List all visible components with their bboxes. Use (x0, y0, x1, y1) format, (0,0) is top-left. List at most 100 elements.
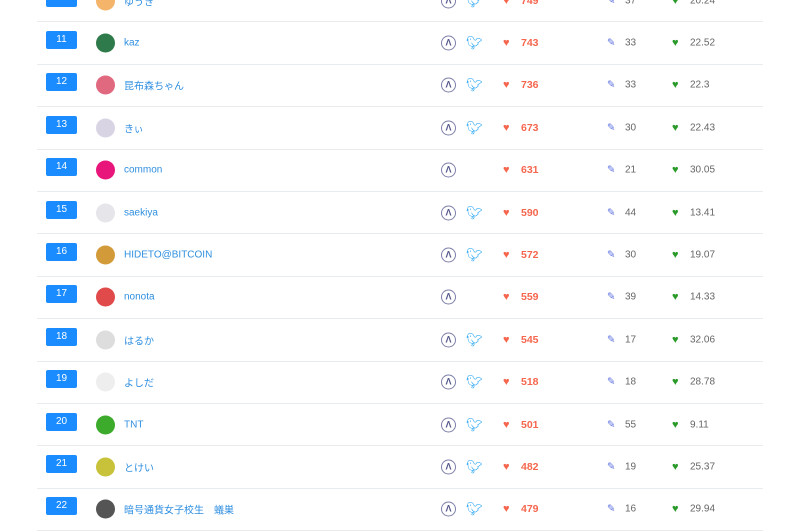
avatar[interactable] (96, 457, 115, 477)
user-name-link[interactable]: saekiya (124, 207, 158, 219)
twitter-icon[interactable]: 🐦︎ (466, 77, 483, 93)
heart-icon: ♥ (503, 206, 510, 219)
twitter-icon[interactable]: 🐦︎ (466, 374, 483, 390)
table-row: 20 TNT Λ 🐦︎ ♥ 501 ✎ 55 ♥ 9.11 (37, 404, 763, 447)
posts-count: 33 (625, 37, 637, 49)
table-row: 12 昆布森ちゃん Λ 🐦︎ ♥ 736 ✎ 33 ♥ 22.3 (37, 65, 763, 108)
twitter-icon[interactable]: 🐦︎ (466, 119, 483, 135)
user-name-link[interactable]: とけい (124, 463, 154, 475)
alis-logo-icon[interactable]: Λ (441, 501, 456, 517)
avatar[interactable] (96, 33, 115, 53)
pencil-icon: ✎ (607, 79, 616, 91)
pencil-icon: ✎ (607, 503, 616, 515)
green-heart-icon: ♥ (672, 164, 679, 177)
user-name-link[interactable]: TNT (124, 419, 144, 431)
alis-logo-icon[interactable]: Λ (441, 459, 456, 475)
avatar[interactable] (96, 245, 115, 265)
avatar[interactable] (96, 0, 115, 11)
heart-icon: ♥ (503, 0, 510, 7)
alis-logo-icon[interactable]: Λ (441, 162, 456, 178)
score-value: 13.41 (690, 207, 716, 219)
green-heart-icon: ♥ (672, 460, 679, 473)
twitter-icon[interactable]: 🐦︎ (466, 416, 483, 432)
alis-logo-icon[interactable]: Λ (441, 332, 456, 348)
user-name-link[interactable]: よしだ (124, 378, 154, 390)
rank-badge: 20 (46, 412, 77, 431)
alis-logo-icon[interactable]: Λ (441, 77, 456, 93)
heart-icon: ♥ (503, 37, 510, 50)
twitter-icon[interactable]: 🐦︎ (466, 0, 483, 8)
avatar[interactable] (96, 372, 115, 392)
avatar[interactable] (96, 203, 115, 223)
user-name-link[interactable]: HIDETO@BITCOIN (124, 249, 213, 261)
green-heart-icon: ♥ (672, 0, 679, 7)
likes-count: 482 (521, 460, 539, 473)
rank-badge: 18 (46, 327, 77, 346)
twitter-icon[interactable]: 🐦︎ (466, 247, 483, 263)
twitter-icon[interactable]: 🐦︎ (466, 458, 483, 474)
posts-count: 30 (625, 249, 637, 261)
rank-badge: 17 (46, 285, 77, 304)
heart-icon: ♥ (503, 376, 510, 389)
likes-count: 479 (521, 503, 539, 516)
twitter-icon[interactable]: 🐦︎ (466, 331, 483, 347)
rank-badge: 14 (46, 158, 77, 177)
rank-badge: 12 (46, 73, 77, 92)
alis-logo-icon[interactable]: Λ (441, 374, 456, 390)
green-heart-icon: ♥ (672, 291, 679, 304)
pencil-icon: ✎ (607, 249, 616, 261)
score-value: 32.06 (690, 334, 716, 346)
heart-icon: ♥ (503, 164, 510, 177)
twitter-icon[interactable]: 🐦︎ (466, 204, 483, 220)
user-name-link[interactable]: common (124, 164, 163, 176)
score-value: 30.05 (690, 164, 716, 176)
alis-logo-icon[interactable]: Λ (441, 417, 456, 433)
user-name-link[interactable]: nonota (124, 291, 155, 303)
alis-logo-icon[interactable]: Λ (441, 205, 456, 221)
user-name-link[interactable]: 暗号通貨女子校生 蟻巣 (124, 505, 234, 517)
user-name-link[interactable]: 昆布森ちゃん (124, 81, 184, 93)
user-name-link[interactable]: きぃ (124, 124, 144, 136)
avatar[interactable] (96, 118, 115, 138)
alis-logo-icon[interactable]: Λ (441, 35, 456, 51)
pencil-icon: ✎ (607, 419, 616, 431)
alis-logo-icon[interactable]: Λ (441, 289, 456, 305)
avatar[interactable] (96, 415, 115, 435)
twitter-icon[interactable]: 🐦︎ (466, 35, 483, 51)
posts-count: 16 (625, 503, 637, 515)
table-row: 19 よしだ Λ 🐦︎ ♥ 518 ✎ 18 ♥ 28.78 (37, 362, 763, 404)
pencil-icon: ✎ (607, 0, 616, 7)
twitter-icon[interactable]: 🐦︎ (466, 501, 483, 517)
avatar[interactable] (96, 160, 115, 180)
pencil-icon: ✎ (607, 291, 616, 303)
posts-count: 21 (625, 164, 637, 176)
alis-logo-icon[interactable]: Λ (441, 120, 456, 136)
heart-icon: ♥ (503, 418, 510, 431)
table-row: 15 saekiya Λ 🐦︎ ♥ 590 ✎ 44 ♥ 13.41 (37, 192, 763, 235)
score-value: 14.33 (690, 291, 716, 303)
posts-count: 44 (625, 207, 637, 219)
score-value: 20.24 (690, 0, 716, 7)
pencil-icon: ✎ (607, 37, 616, 49)
green-heart-icon: ♥ (672, 376, 679, 389)
score-value: 22.52 (690, 37, 716, 49)
alis-logo-icon[interactable]: Λ (441, 247, 456, 263)
table-row: 17 nonota Λ ♥ 559 ✎ 39 ♥ 14.33 (37, 277, 763, 320)
green-heart-icon: ♥ (672, 206, 679, 219)
user-name-link[interactable]: ゆうき (124, 0, 154, 9)
avatar[interactable] (96, 75, 115, 95)
user-name-link[interactable]: はるか (124, 336, 154, 348)
avatar[interactable] (96, 287, 115, 307)
heart-icon: ♥ (503, 121, 510, 134)
rank-badge: 10 (46, 0, 77, 7)
table-row: 18 はるか Λ 🐦︎ ♥ 545 ✎ 17 ♥ 32.06 (37, 319, 763, 362)
alis-logo-icon[interactable]: Λ (441, 0, 456, 9)
score-value: 29.94 (690, 503, 716, 515)
avatar[interactable] (96, 499, 115, 519)
avatar[interactable] (96, 330, 115, 350)
posts-count: 55 (625, 419, 637, 431)
green-heart-icon: ♥ (672, 503, 679, 516)
likes-count: 590 (521, 206, 539, 219)
user-name-link[interactable]: kaz (124, 37, 140, 49)
pencil-icon: ✎ (607, 334, 616, 346)
